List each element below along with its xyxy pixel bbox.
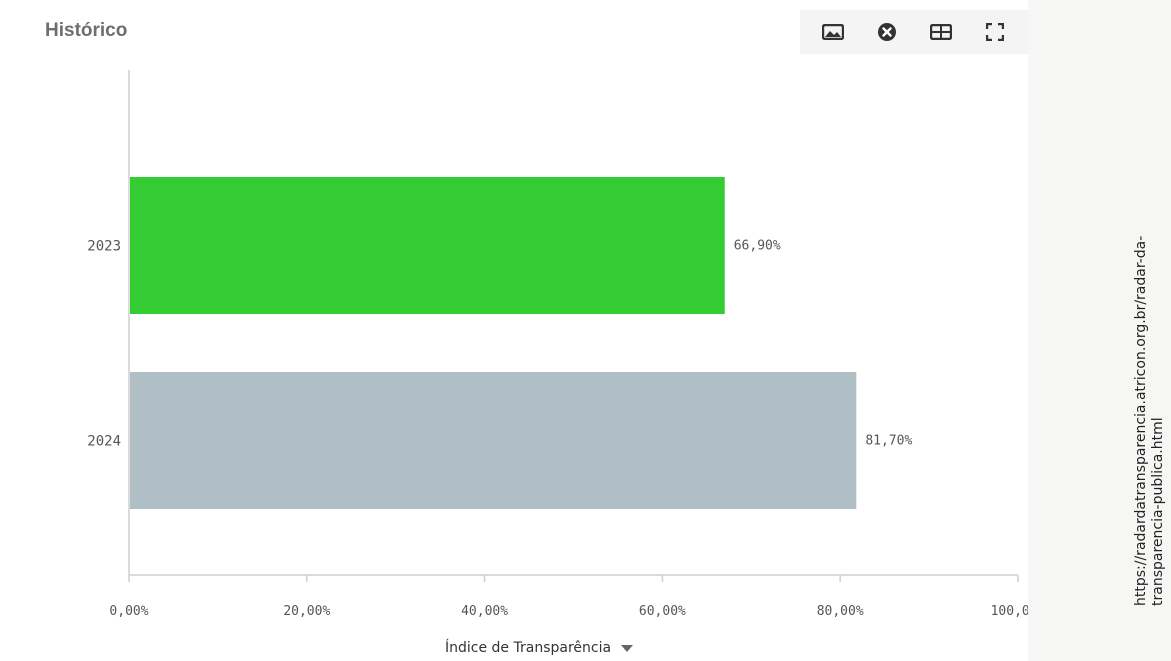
data-label-2024: 81,70% — [865, 434, 912, 449]
fullscreen-icon[interactable] — [981, 18, 1009, 46]
y-category-label: 2024 — [87, 434, 121, 450]
x-axis-label-dropdown[interactable]: Índice de Transparência — [445, 640, 634, 656]
x-tick-label: 100,00% — [991, 604, 1028, 619]
x-tick-label: 0,00% — [109, 604, 148, 619]
image-icon[interactable] — [819, 18, 847, 46]
close-circle-icon[interactable] — [873, 18, 901, 46]
x-tick-label: 80,00% — [817, 604, 864, 619]
source-url: https://radardatransparencia.atricon.org… — [1133, 235, 1166, 606]
chart-toolbar — [800, 10, 1028, 54]
panel-title: Histórico — [45, 20, 128, 41]
x-tick-label: 60,00% — [639, 604, 686, 619]
bar-2024[interactable] — [130, 372, 857, 509]
table-icon[interactable] — [927, 18, 955, 46]
x-tick-label: 40,00% — [461, 604, 508, 619]
dropdown-caret-icon — [621, 644, 634, 652]
x-tick-label: 20,00% — [283, 604, 330, 619]
bar-chart: 0,00% 20,00% 40,00% 60,00% 80,00% 100,00% 66,… — [87, 70, 1028, 619]
x-axis-label: Índice de Transparência — [445, 640, 612, 656]
bar-2023[interactable] — [130, 177, 725, 314]
chart-panel: Histórico — [45, 10, 1028, 656]
y-category-label: 2023 — [87, 239, 121, 255]
data-label-2023: 66,90% — [734, 239, 781, 254]
